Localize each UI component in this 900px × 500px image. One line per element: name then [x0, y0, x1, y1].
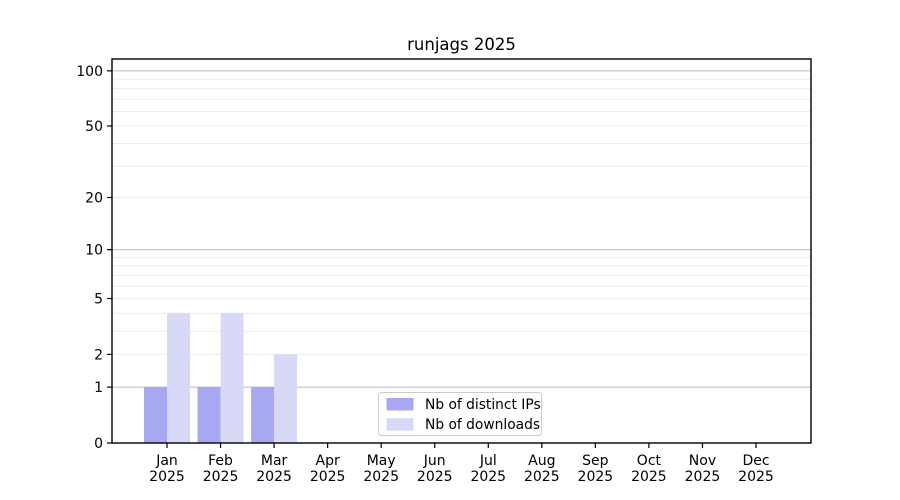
bar-nb-of-downloads-mar	[274, 354, 298, 443]
x-tick-label-apr: Apr	[316, 453, 340, 469]
x-tick-label-sep: Sep	[582, 453, 609, 469]
x-tick-year-apr: 2025	[310, 469, 346, 485]
y-tick-label-20: 20	[85, 191, 103, 207]
y-tick-label-5: 5	[94, 292, 103, 308]
y-axis: 0 1 2 5 10 20 50 100	[76, 64, 112, 452]
chart-title: runjags 2025	[407, 35, 516, 54]
legend-swatch-nb-of-distinct-ips	[386, 398, 414, 411]
x-tick-label-nov: Nov	[689, 453, 716, 469]
x-tick-label-feb: Feb	[208, 453, 233, 469]
x-tick-label-dec: Dec	[742, 453, 769, 469]
x-tick-year-oct: 2025	[631, 469, 667, 485]
x-tick-year-feb: 2025	[203, 469, 239, 485]
y-tick-label-1: 1	[94, 380, 103, 396]
axes-frame	[111, 58, 812, 444]
y-tick-label-0: 0	[94, 436, 103, 452]
bars	[144, 313, 298, 443]
x-tick-year-jun: 2025	[417, 469, 453, 485]
x-tick-year-aug: 2025	[524, 469, 560, 485]
legend-label-nb-of-distinct-ips: Nb of distinct IPs	[425, 397, 541, 413]
x-tick-year-jan: 2025	[149, 469, 185, 485]
y-tick-label-100: 100	[76, 64, 103, 80]
legend-box	[378, 392, 542, 436]
x-tick-label-oct: Oct	[637, 453, 662, 469]
bar-nb-of-downloads-feb	[220, 313, 244, 443]
legend-swatch-nb-of-downloads	[386, 418, 414, 431]
x-tick-label-mar: Mar	[261, 453, 288, 469]
legend-label-nb-of-downloads: Nb of downloads	[425, 417, 540, 433]
major-gridlines	[112, 70, 811, 388]
y-tick-label-10: 10	[85, 243, 103, 259]
minor-gridlines	[112, 78, 811, 355]
x-axis: Jan2025Feb2025Mar2025Apr2025May2025Jun20…	[149, 443, 774, 485]
bar-nb-of-distinct-ips-jan	[144, 387, 167, 443]
plot-border	[111, 58, 812, 444]
x-tick-label-aug: Aug	[528, 453, 555, 469]
y-tick-label-2: 2	[94, 347, 103, 363]
x-tick-label-jan: Jan	[155, 453, 178, 469]
x-tick-year-may: 2025	[363, 469, 399, 485]
bar-nb-of-distinct-ips-mar	[251, 387, 275, 443]
legend: Nb of distinct IPs Nb of downloads	[378, 392, 542, 436]
bar-nb-of-downloads-jan	[167, 313, 190, 443]
x-tick-label-jun: Jun	[423, 453, 446, 469]
x-tick-year-nov: 2025	[685, 469, 721, 485]
x-tick-year-jul: 2025	[470, 469, 506, 485]
x-tick-year-sep: 2025	[578, 469, 614, 485]
x-tick-year-mar: 2025	[256, 469, 292, 485]
bar-nb-of-distinct-ips-feb	[197, 387, 221, 443]
x-tick-label-jul: Jul	[479, 453, 497, 469]
y-tick-label-50: 50	[85, 119, 103, 135]
x-tick-year-dec: 2025	[738, 469, 774, 485]
x-tick-label-may: May	[367, 453, 396, 469]
